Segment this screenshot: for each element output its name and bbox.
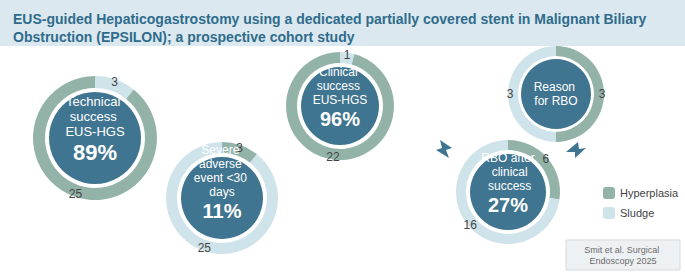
- svg-text:Sludge: Sludge: [620, 207, 654, 219]
- svg-text:for RBO: for RBO: [534, 94, 577, 108]
- svg-text:success: success: [317, 79, 364, 93]
- svg-text:days: days: [209, 185, 234, 199]
- svg-text:success: success: [70, 109, 121, 124]
- svg-text:3: 3: [599, 87, 606, 101]
- svg-text:success: success: [485, 179, 532, 193]
- svg-text:89%: 89%: [73, 140, 117, 165]
- svg-text:Reason: Reason: [534, 80, 579, 94]
- svg-text:RBO after: RBO after: [481, 151, 534, 165]
- svg-text:22: 22: [326, 150, 340, 164]
- svg-text:27%: 27%: [488, 194, 528, 216]
- svg-text:96%: 96%: [320, 108, 360, 130]
- svg-text:Clinical: Clinical: [319, 65, 361, 79]
- svg-text:EUS-guided Hepaticogastrostomy: EUS-guided Hepaticogastrostomy using a d…: [13, 11, 650, 27]
- svg-text:Technical: Technical: [66, 94, 124, 109]
- svg-text:EUS-HGS: EUS-HGS: [313, 93, 368, 107]
- svg-text:6: 6: [542, 152, 549, 166]
- svg-text:1: 1: [344, 48, 351, 62]
- svg-text:event <30: event <30: [194, 171, 250, 185]
- svg-text:16: 16: [464, 218, 478, 232]
- svg-text:Hyperplasia: Hyperplasia: [620, 187, 679, 199]
- svg-text:3: 3: [507, 87, 514, 101]
- svg-text:EUS-HGS: EUS-HGS: [65, 124, 125, 139]
- svg-text:25: 25: [198, 241, 212, 255]
- svg-text:Severe: Severe: [201, 143, 242, 157]
- svg-text:adverse: adverse: [199, 157, 245, 171]
- svg-text:3: 3: [111, 75, 118, 89]
- svg-text:clinical: clinical: [488, 165, 527, 179]
- svg-text:Endoscopy 2025: Endoscopy 2025: [589, 256, 656, 266]
- svg-text:25: 25: [69, 187, 83, 201]
- svg-text:Obstruction (EPSILON); a prosp: Obstruction (EPSILON); a prospective coh…: [13, 29, 355, 45]
- svg-text:Smit et al. Surgical: Smit et al. Surgical: [584, 245, 662, 255]
- svg-text:11%: 11%: [203, 200, 242, 222]
